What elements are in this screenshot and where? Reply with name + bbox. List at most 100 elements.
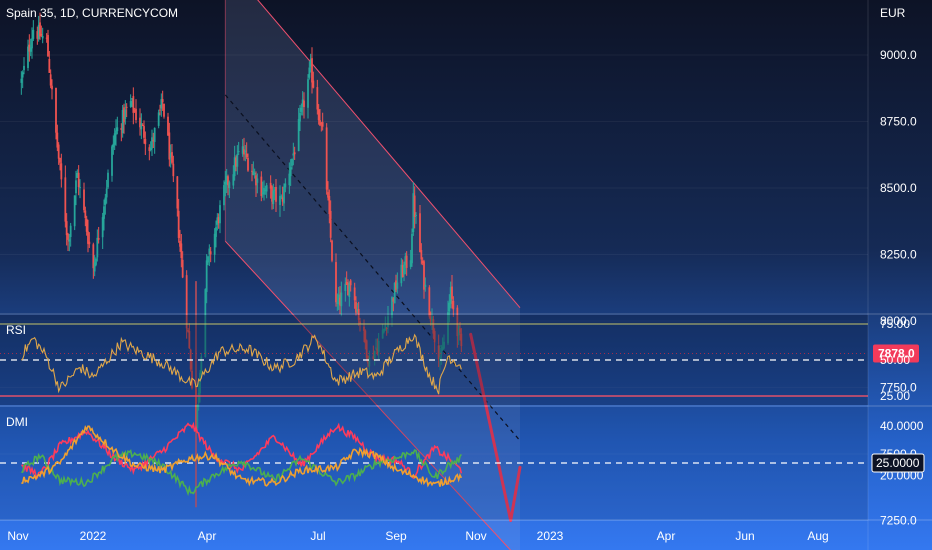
candle[interactable] [328,189,331,224]
candle[interactable] [452,296,455,318]
candle[interactable] [300,103,303,116]
candle[interactable] [216,213,219,231]
candle[interactable] [368,350,371,376]
candle[interactable] [123,103,125,134]
candle[interactable] [429,311,432,326]
candle[interactable] [152,132,155,149]
candle[interactable] [219,200,221,234]
candle[interactable] [69,222,72,247]
candle[interactable] [316,79,319,115]
candle[interactable] [83,182,85,213]
candle[interactable] [59,157,61,171]
candle[interactable] [236,145,239,175]
candle[interactable] [209,246,212,263]
candle[interactable] [97,226,100,244]
candle[interactable] [197,383,200,411]
candle[interactable] [428,285,431,319]
candle[interactable] [319,109,321,127]
candle[interactable] [148,144,151,161]
candle[interactable] [232,165,235,190]
candle[interactable] [377,332,380,360]
candle[interactable] [280,194,283,200]
rsi-line[interactable] [20,333,462,395]
candle[interactable] [424,277,427,292]
candle[interactable] [85,215,88,236]
candle[interactable] [339,286,341,315]
candle[interactable] [331,239,333,263]
candle[interactable] [199,370,201,403]
candle[interactable] [143,120,145,144]
candle[interactable] [64,165,67,228]
candle[interactable] [421,257,424,266]
candle[interactable] [168,122,171,167]
candle[interactable] [281,186,284,206]
candle[interactable] [161,90,164,111]
candle[interactable] [135,99,137,124]
candle[interactable] [167,112,169,136]
candle[interactable] [271,185,273,210]
candle[interactable] [157,109,160,129]
candle[interactable] [439,345,441,371]
candle[interactable] [225,168,228,194]
candle[interactable] [261,181,264,198]
candle[interactable] [60,153,63,188]
candle[interactable] [140,113,143,140]
candle[interactable] [348,281,351,307]
candle[interactable] [207,255,209,266]
candle[interactable] [441,337,444,351]
candle[interactable] [405,251,408,276]
candle[interactable] [409,249,412,270]
candle[interactable] [364,329,367,350]
candle[interactable] [391,296,393,327]
candle[interactable] [65,213,68,246]
candle[interactable] [131,97,133,108]
channel-mid-line[interactable] [224,94,521,442]
candle[interactable] [141,123,144,127]
candle[interactable] [433,328,436,353]
candle[interactable] [51,79,53,100]
candle[interactable] [356,303,359,314]
candle[interactable] [401,259,404,278]
candle[interactable] [159,104,161,116]
candle[interactable] [40,25,43,38]
candle[interactable] [241,139,244,157]
candle[interactable] [288,162,291,194]
candle[interactable] [27,39,29,71]
candle[interactable] [365,339,368,362]
candle[interactable] [77,165,80,196]
candle[interactable] [116,116,119,135]
candle[interactable] [144,131,147,156]
candle[interactable] [372,345,375,361]
candle[interactable] [345,271,348,286]
candle[interactable] [187,328,189,333]
candle[interactable] [456,305,459,348]
candle[interactable] [41,27,44,44]
candle[interactable] [28,34,31,62]
candle[interactable] [396,272,399,294]
candle[interactable] [301,91,304,116]
candle[interactable] [149,141,152,152]
candle[interactable] [139,108,141,136]
dmi-minus-di-line[interactable] [21,421,463,480]
candle[interactable] [181,251,184,279]
candle[interactable] [56,124,59,152]
candle[interactable] [96,229,99,262]
candle[interactable] [303,92,305,119]
channel-lower-line[interactable] [224,240,520,550]
candle[interactable] [132,87,135,125]
candle[interactable] [169,144,172,168]
candle[interactable] [431,308,433,331]
candle[interactable] [79,179,81,199]
candle[interactable] [284,178,287,193]
candle[interactable] [289,159,292,187]
candle[interactable] [124,100,127,125]
candle[interactable] [337,286,340,310]
candle[interactable] [112,135,115,155]
candle[interactable] [188,323,191,350]
candle[interactable] [235,155,237,172]
candle[interactable] [293,146,296,160]
candle[interactable] [87,219,89,253]
candle[interactable] [263,180,265,201]
candle[interactable] [151,129,153,157]
candle[interactable] [105,179,108,204]
